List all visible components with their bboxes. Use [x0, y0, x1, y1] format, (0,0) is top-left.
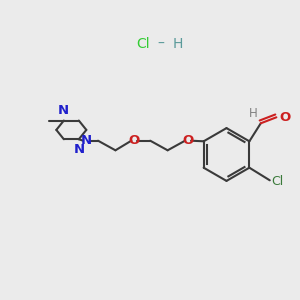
Text: O: O [279, 111, 290, 124]
Text: N: N [58, 104, 69, 117]
Text: Cl: Cl [136, 37, 150, 50]
Text: N: N [81, 134, 92, 147]
Text: H: H [172, 37, 183, 50]
Text: H: H [248, 107, 257, 120]
Text: N: N [74, 143, 85, 156]
Text: O: O [129, 134, 140, 147]
Text: Cl: Cl [272, 175, 284, 188]
Text: –: – [157, 37, 164, 50]
Text: O: O [182, 134, 194, 147]
